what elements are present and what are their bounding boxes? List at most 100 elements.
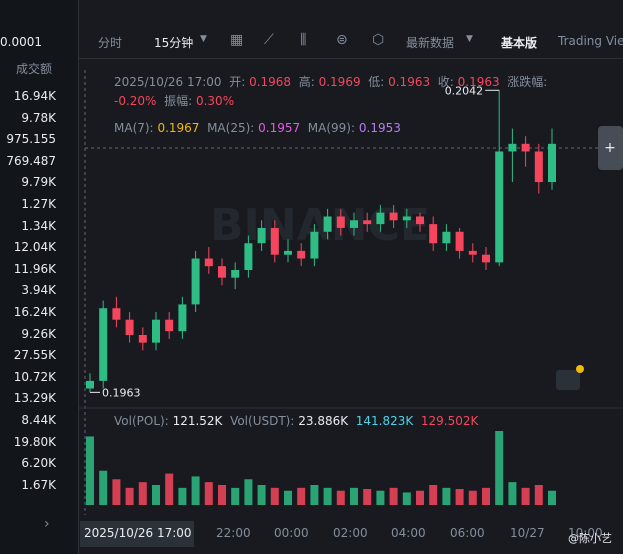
add-button[interactable]: [598, 126, 623, 170]
volume-cell: 3.94K: [21, 283, 56, 298]
candle-body: [363, 220, 372, 225]
value: 129.502K: [420, 414, 479, 428]
volume-bar: [297, 487, 306, 505]
volume-cell: 1.67K: [21, 477, 56, 492]
volume-cell: 12.04K: [13, 240, 56, 255]
candle-body: [191, 258, 200, 305]
value: 0.1968: [249, 75, 292, 89]
candle-body: [442, 231, 451, 244]
candle-body: [310, 231, 319, 259]
candle-body: [86, 380, 94, 389]
label: 振幅:: [164, 94, 193, 108]
candle-body: [178, 304, 187, 332]
x-tick-label: 00:00: [274, 526, 309, 540]
candle-body: [508, 143, 517, 152]
tab[interactable]: 最新数据: [406, 36, 455, 50]
volume-bar: [152, 485, 160, 505]
candle-body: [482, 254, 490, 263]
icon[interactable]: ⟋: [264, 32, 274, 48]
value: 0.1969: [318, 75, 361, 89]
volume-bar: [482, 487, 490, 505]
volume-bar: [112, 479, 121, 505]
candle-body: [112, 308, 121, 320]
precision[interactable]: 0.0001: [0, 35, 42, 49]
add-icon: +: [604, 140, 616, 156]
icon[interactable]: ▦: [230, 32, 244, 48]
tab[interactable]: 15分钟: [154, 36, 194, 50]
time: 2025/10/26 17:00: [114, 75, 222, 89]
volume-cell: 16.24K: [13, 305, 56, 319]
candle-body: [257, 227, 266, 244]
candle-body: [376, 212, 385, 225]
volume-bar: [231, 487, 240, 505]
volume-cell: 1.27K: [21, 197, 56, 211]
value: 0.1967: [157, 121, 200, 135]
volume-bar: [350, 487, 358, 505]
widget-button[interactable]: [556, 370, 580, 390]
badge: [576, 365, 584, 373]
label: 低:: [368, 75, 385, 89]
icon[interactable]: ⫼: [300, 32, 307, 48]
volume-bar: [508, 482, 517, 505]
candle-body: [244, 243, 253, 270]
volume-bar: [429, 485, 438, 505]
x-tick-label: 10/27: [510, 526, 545, 540]
candle-body: [138, 335, 147, 343]
candle-body: [402, 216, 411, 221]
volume-cell: 9.78K: [21, 110, 56, 125]
volume-bar: [125, 487, 134, 505]
volume-row: Vol(POL): 121.52K Vol(USDT): 23.886K 141…: [114, 414, 478, 428]
candle-body: [416, 216, 424, 225]
candle-body: [548, 143, 556, 183]
volume-bar: [455, 489, 464, 505]
column-header: 成交额: [16, 62, 53, 76]
volume-cell: 19.80K: [13, 434, 56, 449]
icon[interactable]: ⊜: [336, 32, 348, 48]
candle-body: [455, 231, 464, 251]
value: 0.1963: [457, 75, 500, 89]
volume-bar: [270, 487, 279, 505]
candle-body: [270, 227, 279, 255]
ohlc-row: 2025/10/26 17:00 开: 0.1968 高: 0.1969 低: …: [114, 73, 547, 90]
volume-bar: [363, 489, 372, 505]
label: 开:: [229, 75, 246, 89]
max-label: 0.2042: [445, 84, 484, 97]
candle-body: [231, 270, 240, 278]
expand-arrow[interactable]: ›: [44, 516, 50, 532]
credit: @陈小艺: [568, 532, 612, 545]
label: MA(7):: [114, 121, 154, 135]
volume-cell: 27.55K: [13, 348, 56, 363]
candle-body: [336, 216, 345, 228]
volume-bar: [244, 479, 253, 505]
volume-cell: 1.34K: [21, 218, 56, 233]
volume-bar: [99, 470, 108, 505]
tab[interactable]: 分时: [98, 36, 123, 50]
tab[interactable]: 基本版: [501, 36, 538, 50]
volume-bar: [468, 490, 477, 505]
volume-bar: [323, 487, 332, 505]
volume-cell: 9.26K: [21, 326, 56, 341]
candle-body: [297, 250, 306, 259]
volume-bar: [495, 431, 504, 505]
candle-body: [323, 216, 332, 232]
volume-bar: [376, 490, 385, 505]
candle-body: [125, 319, 134, 335]
value: 141.823K: [355, 414, 414, 428]
x-tick-label: 22:00: [216, 526, 251, 540]
volume-bar: [416, 490, 424, 505]
divider: [78, 58, 623, 59]
dropdown-icon: ▼: [200, 34, 207, 44]
candle-body: [429, 224, 438, 244]
icon[interactable]: ⬡: [372, 32, 385, 48]
tab[interactable]: Trading View: [558, 34, 623, 48]
volume-cell: 8.44K: [21, 413, 56, 427]
left-panel: 0.0001 成交额 16.94K 9.78K 975.155 769.487 9.79…: [0, 0, 79, 554]
volume-cell: 6.20K: [21, 456, 56, 471]
value: 23.886K: [298, 414, 349, 428]
candle-body: [152, 319, 160, 343]
candle-body: [218, 266, 226, 278]
volume-bar: [548, 490, 556, 505]
candle-body: [389, 212, 398, 221]
